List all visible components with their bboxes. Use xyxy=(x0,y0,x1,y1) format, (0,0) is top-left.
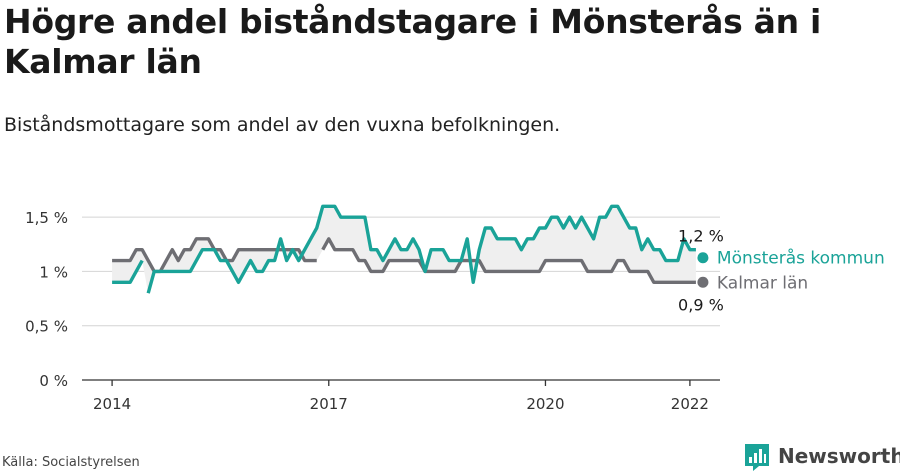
legend-label: Kalmar län xyxy=(717,273,808,293)
y-tick-label: 1 % xyxy=(39,263,68,281)
y-axis: 0 % 0,5 % 1 % 1,5 % xyxy=(25,209,68,390)
end-value-label: 0,9 % xyxy=(678,295,724,314)
x-tick-label: 2017 xyxy=(310,395,348,413)
series-line-m-nster-s-kommun xyxy=(146,204,696,294)
x-tick-label: 2020 xyxy=(526,395,564,413)
series-line-kalmar-l-n xyxy=(321,237,696,284)
end-marker xyxy=(697,252,709,264)
y-tick-label: 0,5 % xyxy=(25,318,68,336)
x-axis: 2014 2017 2020 2022 xyxy=(93,380,709,413)
chart-subtitle: Biståndsmottagare som andel av den vuxna… xyxy=(4,114,561,136)
series-line-m-nster-s-kommun xyxy=(112,259,144,284)
x-tick-label: 2022 xyxy=(671,395,709,413)
series-layer xyxy=(112,204,696,294)
legend-label: Mönsterås kommun xyxy=(717,248,885,269)
brand-name: Newsworthy xyxy=(778,444,900,468)
newsworthy-logo-icon xyxy=(745,444,769,471)
y-tick-label: 0 % xyxy=(39,372,68,390)
brand: Newsworthy xyxy=(744,440,900,472)
end-labels: Mönsterås kommun Kalmar län 1,2 % 0,9 % xyxy=(678,227,885,315)
chart-title: Högre andel biståndstagare i Mönsterås ä… xyxy=(4,2,822,81)
y-tick-label: 1,5 % xyxy=(25,209,68,227)
source-note: Källa: Socialstyrelsen xyxy=(2,455,140,470)
end-value-label: 1,2 % xyxy=(678,227,724,246)
end-marker xyxy=(697,276,709,288)
x-tick-label: 2014 xyxy=(93,395,131,413)
